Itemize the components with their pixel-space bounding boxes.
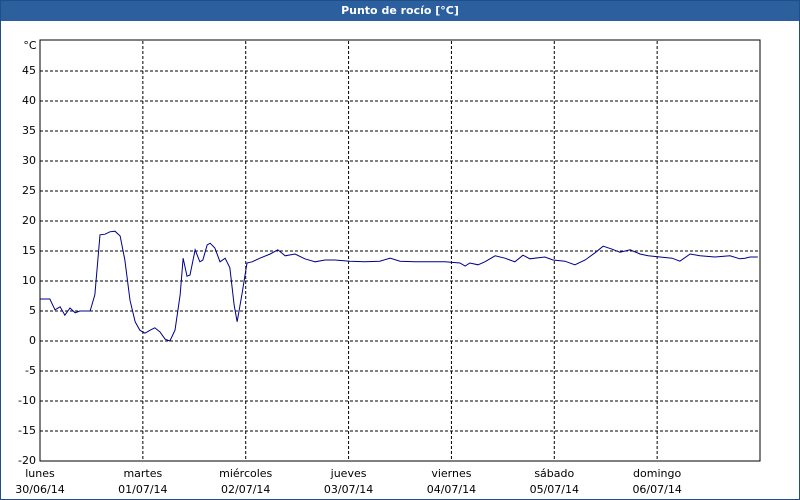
y-tick-label: -20	[18, 454, 36, 467]
x-tick-weekday: viernes	[431, 467, 471, 480]
y-tick-label: -10	[18, 394, 36, 407]
x-tick-label: 06/07/14	[632, 483, 681, 496]
x-tick-label: 05/07/14	[530, 483, 579, 496]
x-tick-label: 03/07/14	[324, 483, 373, 496]
x-tick-weekday: jueves	[330, 467, 367, 480]
y-tick-label: 35	[22, 124, 36, 137]
y-tick-label: -15	[18, 424, 36, 437]
x-tick-weekday: domingo	[633, 467, 681, 480]
x-tick-weekday: sábado	[534, 467, 574, 480]
x-tick-weekday: miércoles	[219, 467, 272, 480]
y-tick-label: 20	[22, 214, 36, 227]
x-tick-label: 30/06/14	[15, 483, 64, 496]
y-tick-label: 25	[22, 184, 36, 197]
y-tick-label: 30	[22, 154, 36, 167]
data-line	[40, 230, 758, 342]
y-unit: °C	[23, 39, 37, 52]
x-tick-label: 01/07/14	[118, 483, 167, 496]
x-tick-weekday: lunes	[25, 467, 55, 480]
y-tick-label: 10	[22, 274, 36, 287]
y-tick-label: 0	[29, 334, 36, 347]
y-tick-label: 5	[29, 304, 36, 317]
y-tick-label: 40	[22, 94, 36, 107]
x-tick-weekday: martes	[123, 467, 162, 480]
y-tick-label: -5	[25, 364, 36, 377]
x-tick-label: 02/07/14	[221, 483, 270, 496]
y-tick-label: 45	[22, 64, 36, 77]
title-bar: Punto de rocío [°C]	[1, 1, 799, 21]
y-tick-label: 15	[22, 244, 36, 257]
x-tick-label: 04/07/14	[427, 483, 476, 496]
